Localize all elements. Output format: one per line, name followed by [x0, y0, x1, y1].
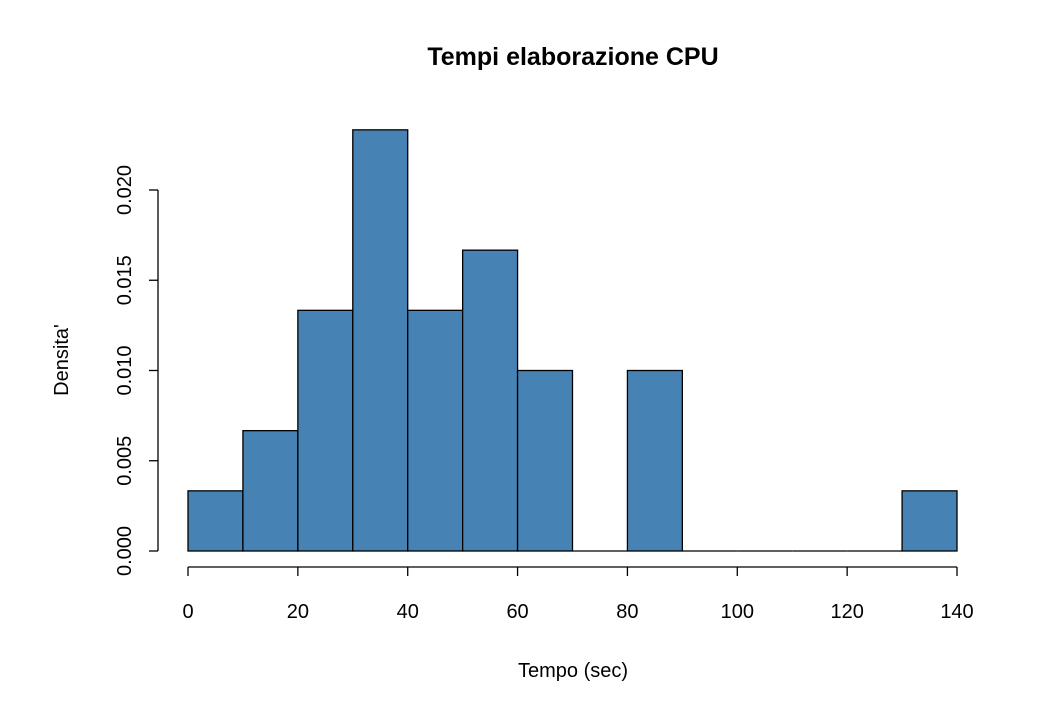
x-tick-label-3: 60	[506, 601, 528, 623]
y-tick-label-2: 0.010	[114, 345, 136, 395]
histogram-bar-2	[297, 309, 354, 552]
y-axis: 0.000 0.005 0.010 0.015 0.020	[114, 165, 159, 576]
x-tick-label-1: 20	[287, 601, 309, 623]
x-tick-label-5: 100	[721, 601, 754, 623]
y-tick-label-3: 0.015	[114, 255, 136, 305]
histogram-bar-3	[352, 129, 409, 552]
y-axis-label: Densita'	[51, 324, 73, 396]
chart-title: Tempi elaborazione CPU	[427, 43, 718, 71]
histogram-bar-8	[626, 369, 684, 552]
y-tick-label-4: 0.020	[114, 165, 136, 215]
x-tick-label-7: 140	[940, 601, 973, 623]
histogram-bar-4	[407, 309, 464, 552]
x-axis: 0 20 40 60 80 100 120 140	[182, 566, 974, 623]
x-tick-label-4: 80	[616, 601, 638, 623]
x-axis-label: Tempo (sec)	[518, 660, 628, 682]
histogram-bar-6	[516, 369, 574, 552]
y-tick-label-0: 0.000	[114, 526, 136, 576]
histogram-bar-0	[187, 490, 244, 552]
y-tick-label-1: 0.005	[114, 436, 136, 486]
histogram-bar-5	[461, 249, 519, 552]
x-tick-label-6: 120	[830, 601, 863, 623]
x-tick-label-0: 0	[182, 601, 193, 623]
bars-group	[187, 129, 958, 552]
x-tick-label-2: 40	[397, 601, 419, 623]
histogram-bar-1	[242, 430, 299, 552]
histogram-bar-13	[901, 490, 958, 552]
